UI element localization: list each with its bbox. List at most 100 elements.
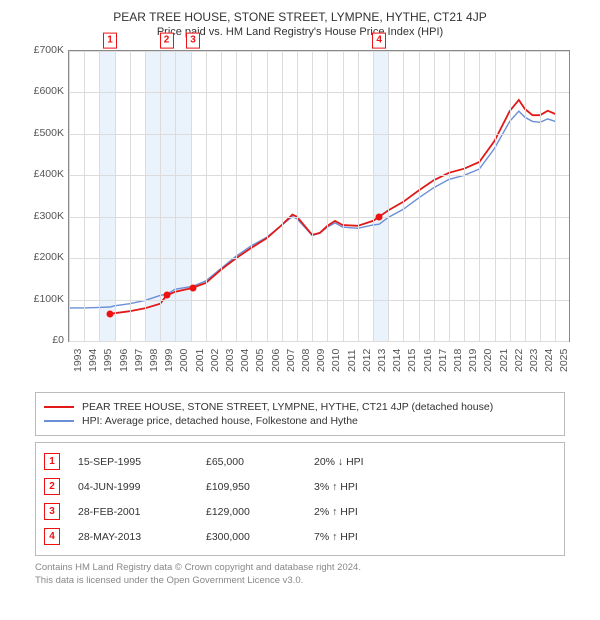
v-gridline [160, 51, 161, 341]
x-axis-label: 2021 [498, 349, 510, 372]
y-axis-label: £700K [20, 44, 64, 56]
sale-date: 28-FEB-2001 [78, 506, 188, 518]
v-gridline [130, 51, 131, 341]
x-axis-label: 2014 [391, 349, 403, 372]
x-axis-label: 2005 [254, 349, 266, 372]
sale-diff: 3% ↑ HPI [314, 481, 434, 493]
x-axis-label: 2015 [406, 349, 418, 372]
x-axis-label: 2017 [437, 349, 449, 372]
footer-line-2: This data is licensed under the Open Gov… [35, 575, 565, 588]
sale-price: £65,000 [206, 456, 296, 468]
y-axis-label: £100K [20, 293, 64, 305]
x-axis-label: 2022 [513, 349, 525, 372]
v-gridline [297, 51, 298, 341]
x-axis-label: 2004 [239, 349, 251, 372]
x-axis-label: 2020 [482, 349, 494, 372]
plot-area: 1234 [68, 50, 570, 342]
x-axis-label: 2019 [467, 349, 479, 372]
x-axis-label: 1994 [87, 349, 99, 372]
x-axis-label: 2003 [224, 349, 236, 372]
x-axis-label: 1995 [102, 349, 114, 372]
x-axis-label: 2002 [209, 349, 221, 372]
sale-dot [163, 292, 170, 299]
v-gridline [464, 51, 465, 341]
v-gridline [403, 51, 404, 341]
sale-dot [190, 284, 197, 291]
sale-row: 115-SEP-1995£65,00020% ↓ HPI [44, 449, 556, 474]
v-gridline [99, 51, 100, 341]
legend-label: HPI: Average price, detached house, Folk… [82, 415, 358, 427]
x-axis-label: 2001 [194, 349, 206, 372]
x-axis-label: 1997 [133, 349, 145, 372]
v-gridline [69, 51, 70, 341]
v-gridline [145, 51, 146, 341]
x-axis-label: 2007 [285, 349, 297, 372]
sale-index-box: 3 [44, 503, 60, 520]
sales-table: 115-SEP-1995£65,00020% ↓ HPI204-JUN-1999… [35, 442, 565, 556]
v-gridline [479, 51, 480, 341]
sale-row: 328-FEB-2001£129,0002% ↑ HPI [44, 499, 556, 524]
x-axis-label: 2025 [558, 349, 570, 372]
v-gridline [449, 51, 450, 341]
sale-dot [107, 311, 114, 318]
y-axis-label: £600K [20, 85, 64, 97]
v-gridline [327, 51, 328, 341]
v-gridline [191, 51, 192, 341]
sale-price: £109,950 [206, 481, 296, 493]
v-gridline [555, 51, 556, 341]
v-gridline [419, 51, 420, 341]
legend-swatch [44, 406, 74, 408]
y-axis-label: £200K [20, 251, 64, 263]
x-axis-label: 2012 [361, 349, 373, 372]
sale-price: £129,000 [206, 506, 296, 518]
v-gridline [343, 51, 344, 341]
sale-date: 04-JUN-1999 [78, 481, 188, 493]
x-axis-label: 2013 [376, 349, 388, 372]
x-axis-label: 2016 [422, 349, 434, 372]
sale-index-box: 1 [44, 453, 60, 470]
h-gridline [69, 341, 569, 342]
v-gridline [267, 51, 268, 341]
v-gridline [312, 51, 313, 341]
v-gridline [251, 51, 252, 341]
series-line [110, 100, 555, 314]
x-axis-label: 2024 [543, 349, 555, 372]
y-axis-label: £300K [20, 210, 64, 222]
footer-text: Contains HM Land Registry data © Crown c… [35, 562, 565, 588]
v-gridline [84, 51, 85, 341]
x-axis-label: 1996 [118, 349, 130, 372]
v-gridline [206, 51, 207, 341]
x-axis-label: 2018 [452, 349, 464, 372]
x-axis-label: 2010 [330, 349, 342, 372]
legend-swatch [44, 420, 74, 422]
sale-index-box: 4 [44, 528, 60, 545]
y-axis-label: £400K [20, 168, 64, 180]
v-gridline [221, 51, 222, 341]
x-axis-label: 1999 [163, 349, 175, 372]
sale-marker: 1 [103, 33, 117, 49]
v-gridline [373, 51, 374, 341]
sale-marker: 3 [186, 33, 200, 49]
x-axis-label: 2009 [315, 349, 327, 372]
sale-dot [376, 213, 383, 220]
sale-date: 15-SEP-1995 [78, 456, 188, 468]
y-axis-label: £500K [20, 127, 64, 139]
v-gridline [434, 51, 435, 341]
v-gridline [236, 51, 237, 341]
chart-title: PEAR TREE HOUSE, STONE STREET, LYMPNE, H… [10, 10, 590, 24]
sale-marker: 4 [372, 33, 386, 49]
legend-row: HPI: Average price, detached house, Folk… [44, 415, 556, 427]
sale-row: 204-JUN-1999£109,9503% ↑ HPI [44, 474, 556, 499]
v-gridline [115, 51, 116, 341]
chart-subtitle: Price paid vs. HM Land Registry's House … [10, 26, 590, 38]
v-gridline [510, 51, 511, 341]
sale-marker: 2 [160, 33, 174, 49]
v-gridline [388, 51, 389, 341]
x-axis-label: 2008 [300, 349, 312, 372]
v-gridline [175, 51, 176, 341]
chart-area: 1234 £0£100K£200K£300K£400K£500K£600K£70… [20, 46, 580, 386]
v-gridline [540, 51, 541, 341]
x-axis-label: 1993 [72, 349, 84, 372]
x-axis-label: 2011 [346, 349, 358, 372]
legend-box: PEAR TREE HOUSE, STONE STREET, LYMPNE, H… [35, 392, 565, 436]
